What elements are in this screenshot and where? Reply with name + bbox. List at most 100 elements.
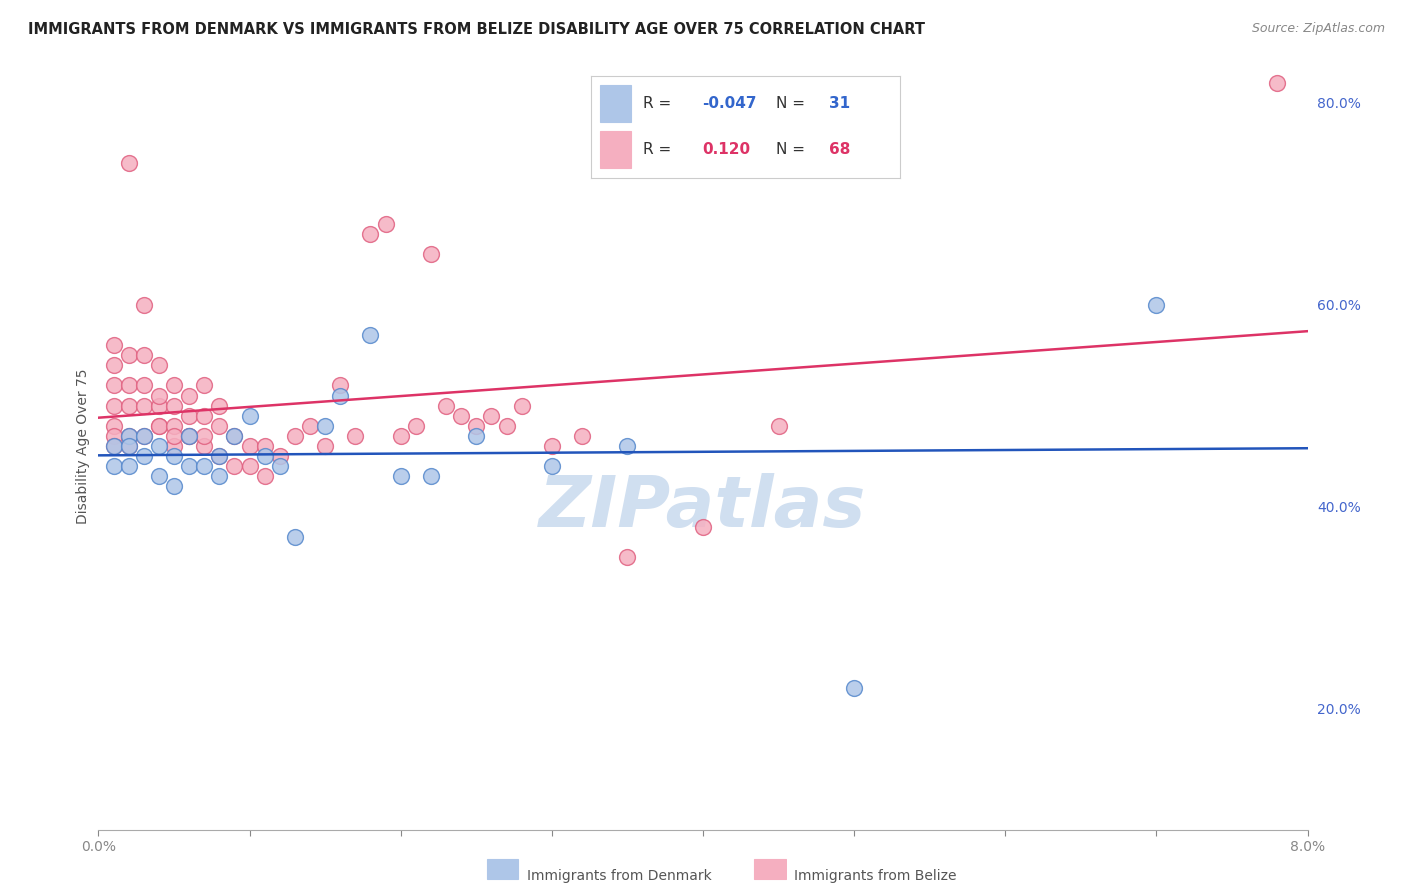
Point [692,520,714,534]
Point [118,399,141,413]
Point [208,469,231,483]
Point [329,388,352,402]
Point [253,469,276,483]
Point [224,459,246,474]
Point [208,399,231,413]
Point [179,429,201,443]
Text: IMMIGRANTS FROM DENMARK VS IMMIGRANTS FROM BELIZE DISABILITY AGE OVER 75 CORRELA: IMMIGRANTS FROM DENMARK VS IMMIGRANTS FR… [28,22,925,37]
Point [118,439,141,453]
Point [208,418,231,433]
Text: 31: 31 [828,96,849,111]
Text: -0.047: -0.047 [702,96,756,111]
Point [389,469,412,483]
Point [148,469,170,483]
Point [465,429,488,443]
Point [103,439,125,453]
Point [103,429,125,443]
Point [132,449,155,463]
Point [118,156,141,170]
Point [148,399,170,413]
Point [179,429,201,443]
Point [103,378,125,392]
Point [768,418,790,433]
Point [103,399,125,413]
Point [1267,76,1289,90]
Point [844,681,866,696]
Point [118,378,141,392]
Point [118,429,141,443]
Point [132,399,155,413]
Point [239,409,262,423]
Point [132,429,155,443]
Bar [486,859,519,879]
Bar [600,131,631,168]
Point [103,418,125,433]
Point [495,418,517,433]
Point [103,459,125,474]
Point [103,338,125,352]
Point [132,378,155,392]
Point [103,439,125,453]
Point [179,429,201,443]
Point [118,348,141,362]
Point [284,530,307,544]
Point [389,429,412,443]
Point [540,459,562,474]
Point [314,439,336,453]
Point [405,418,427,433]
Point [450,409,472,423]
Point [163,479,186,493]
Point [360,328,382,343]
Text: ZIPatlas: ZIPatlas [540,473,866,541]
Point [132,429,155,443]
Point [148,418,170,433]
Point [616,549,638,564]
Point [193,439,215,453]
Point [510,399,533,413]
Text: R =: R = [643,96,676,111]
Text: Immigrants from Belize: Immigrants from Belize [794,869,957,883]
Point [208,449,231,463]
Point [1146,298,1168,312]
Point [481,409,503,423]
Point [314,418,336,433]
Point [163,378,186,392]
Point [148,388,170,402]
Bar [754,859,786,879]
Point [224,429,246,443]
Bar [600,85,631,122]
Point [540,439,562,453]
Point [253,439,276,453]
Point [224,429,246,443]
Point [132,298,155,312]
Text: Source: ZipAtlas.com: Source: ZipAtlas.com [1251,22,1385,36]
Point [193,429,215,443]
Point [465,418,488,433]
Text: 68: 68 [828,142,851,157]
Text: Immigrants from Denmark: Immigrants from Denmark [527,869,711,883]
Point [420,247,443,261]
Point [208,449,231,463]
Point [344,429,367,443]
Point [284,429,307,443]
Point [179,388,201,402]
Point [163,449,186,463]
Point [193,459,215,474]
Point [616,439,638,453]
Point [269,449,291,463]
Text: 0.120: 0.120 [702,142,749,157]
Y-axis label: Disability Age Over 75: Disability Age Over 75 [76,368,90,524]
Point [118,459,141,474]
Point [148,439,170,453]
Point [118,439,141,453]
Point [163,418,186,433]
Point [360,227,382,241]
Point [253,449,276,463]
Point [148,358,170,372]
Point [179,459,201,474]
Point [163,399,186,413]
Point [193,409,215,423]
Point [103,358,125,372]
Point [299,418,322,433]
Point [329,378,352,392]
